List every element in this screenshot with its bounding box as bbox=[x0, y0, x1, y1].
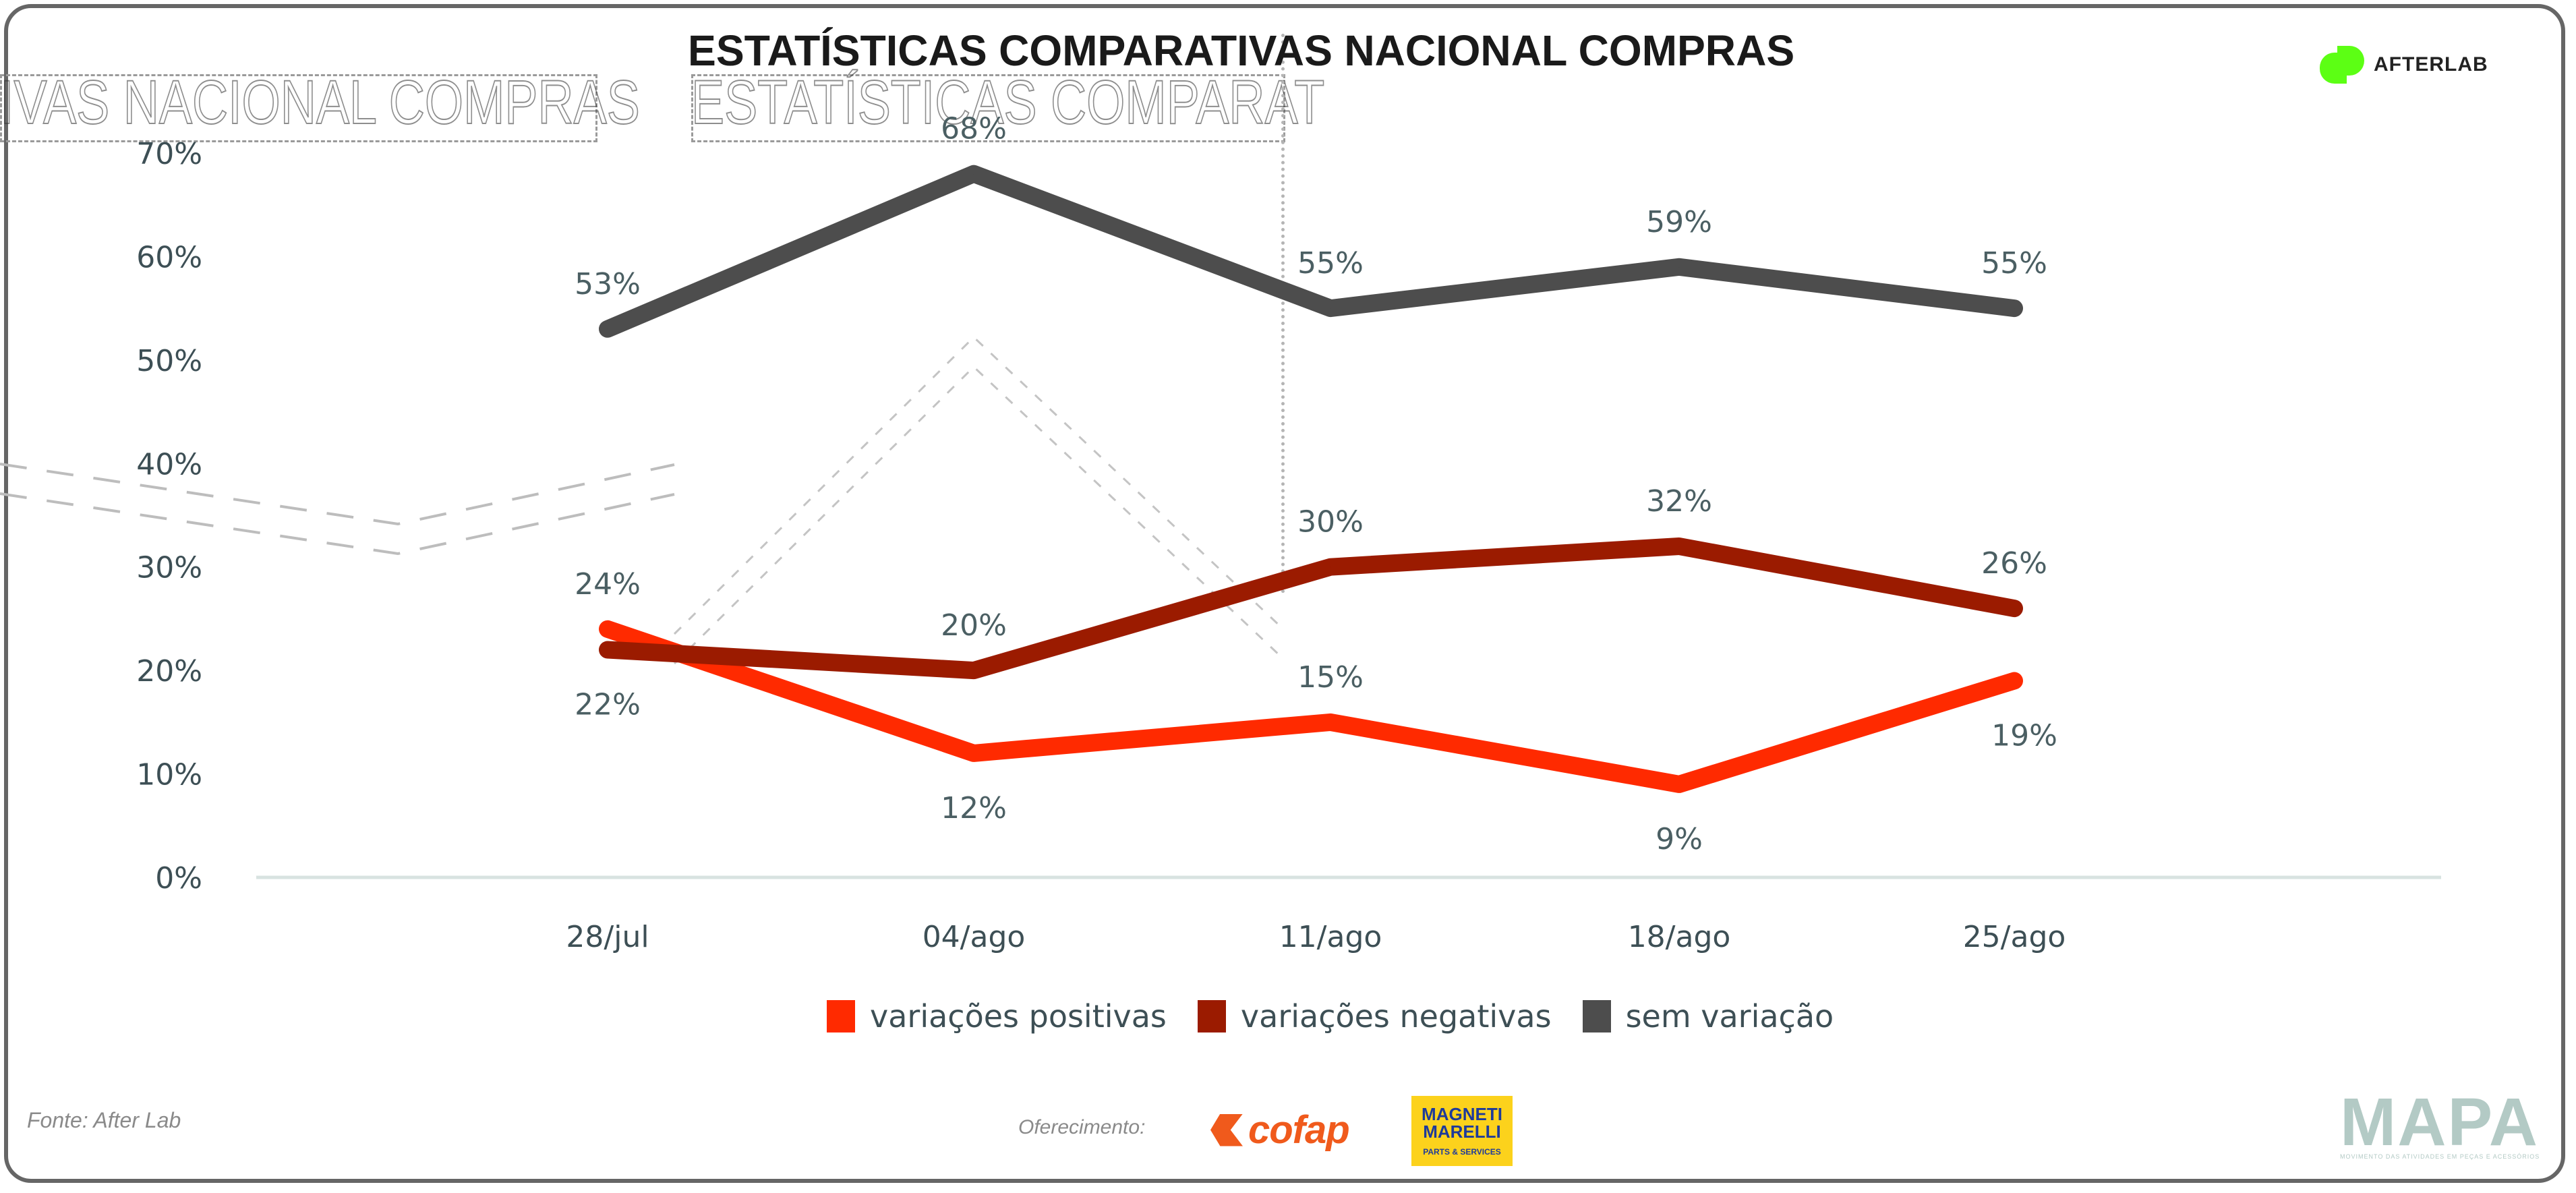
data-label: 32% bbox=[1646, 484, 1712, 519]
y-tick-label: 40% bbox=[136, 447, 202, 482]
chart-card bbox=[4, 4, 2565, 1183]
data-label: 20% bbox=[941, 608, 1007, 643]
sponsor-label: Oferecimento: bbox=[1018, 1116, 1146, 1138]
data-point bbox=[1330, 308, 1331, 310]
afterlab-logo: AFTERLAB bbox=[2320, 46, 2488, 84]
data-point bbox=[1678, 266, 1680, 268]
mapa-logo: MAPA MOVIMENTO DAS ATIVIDADES EM PEÇAS E… bbox=[2340, 1084, 2540, 1160]
marelli-line2: MARELLI bbox=[1423, 1122, 1501, 1142]
y-tick-label: 60% bbox=[136, 240, 202, 274]
mapa-logo-text: MAPA bbox=[2340, 1084, 2540, 1160]
legend-label-negative: variações negativas bbox=[1240, 998, 1552, 1035]
data-point bbox=[607, 628, 608, 630]
data-label: 12% bbox=[941, 791, 1007, 825]
ghost-dotted-line bbox=[1281, 34, 1285, 593]
data-label: 55% bbox=[1297, 246, 1364, 281]
x-tick-label: 25/ago bbox=[1963, 920, 2066, 954]
y-tick-label: 10% bbox=[136, 758, 202, 792]
afterlab-logo-text: AFTERLAB bbox=[2374, 53, 2488, 76]
ghost-chart-artifacts bbox=[0, 335, 1283, 665]
mapa-logo-subtitle: MOVIMENTO DAS ATIVIDADES EM PEÇAS E ACES… bbox=[2340, 1153, 2540, 1160]
data-point bbox=[973, 173, 974, 175]
y-tick-label: 0% bbox=[155, 861, 202, 896]
ghost-title-mid: ESTATÍSTICAS COMPARAT bbox=[691, 67, 1325, 138]
data-label: 59% bbox=[1646, 205, 1712, 239]
data-point bbox=[973, 752, 974, 754]
legend-label-neutral: sem variação bbox=[1625, 998, 1834, 1035]
ghost-title-left: IVAS NACIONAL COMPRAS bbox=[0, 67, 641, 138]
x-tick-label: 28/jul bbox=[566, 920, 649, 954]
y-tick-label: 30% bbox=[136, 551, 202, 585]
cofap-logo-text: cofap bbox=[1248, 1108, 1350, 1152]
data-point bbox=[1678, 546, 1680, 548]
data-label: 24% bbox=[575, 567, 641, 602]
data-label: 53% bbox=[575, 267, 641, 301]
y-axis: 0% 10% 20% 30% 40% 50% 60% 70% bbox=[136, 137, 202, 896]
x-tick-label: 18/ago bbox=[1628, 920, 1731, 954]
data-label: 68% bbox=[941, 112, 1007, 146]
y-tick-label: 20% bbox=[136, 654, 202, 689]
legend-label-positive: variações positivas bbox=[870, 998, 1167, 1035]
data-point bbox=[607, 649, 608, 651]
series-lines bbox=[599, 165, 2023, 793]
data-point bbox=[2014, 680, 2015, 682]
legend-item-positive[interactable]: variações positivas bbox=[827, 998, 1167, 1035]
marelli-sub: PARTS & SERVICES bbox=[1423, 1147, 1501, 1157]
magneti-marelli-logo: MAGNETI MARELLI PARTS & SERVICES bbox=[1411, 1096, 1513, 1166]
y-tick-label: 70% bbox=[136, 137, 202, 171]
data-label: 30% bbox=[1297, 505, 1364, 540]
series-line-0 bbox=[599, 620, 2023, 793]
x-axis: 28/jul 04/ago 11/ago 18/ago 25/ago bbox=[566, 920, 2066, 954]
x-tick-label: 04/ago bbox=[923, 920, 1026, 954]
ghost-line bbox=[673, 335, 1283, 635]
data-point bbox=[2014, 308, 2015, 310]
ghost-line bbox=[0, 492, 675, 556]
data-label: 15% bbox=[1297, 660, 1364, 695]
legend-item-negative[interactable]: variações negativas bbox=[1197, 998, 1552, 1035]
data-label: 19% bbox=[1991, 718, 2057, 753]
x-tick-label: 11/ago bbox=[1279, 920, 1382, 954]
data-point bbox=[973, 670, 974, 672]
series-line-1 bbox=[599, 537, 2023, 680]
cofap-logo-mark-icon bbox=[1210, 1113, 1243, 1146]
legend: variações positivas variações negativas … bbox=[827, 998, 1865, 1035]
legend-swatch-positive bbox=[827, 1000, 855, 1032]
source-note: Fonte: After Lab bbox=[27, 1108, 181, 1132]
data-point bbox=[2014, 608, 2015, 610]
chart-title: ESTATÍSTICAS COMPARATIVAS NACIONAL COMPR… bbox=[688, 26, 1795, 75]
data-label: 22% bbox=[575, 687, 641, 722]
cofap-logo: cofap bbox=[1210, 1107, 1350, 1153]
data-label: 55% bbox=[1981, 246, 2047, 281]
data-point bbox=[1678, 783, 1680, 785]
data-point bbox=[1330, 721, 1331, 723]
data-point bbox=[1330, 566, 1331, 568]
y-tick-label: 50% bbox=[136, 344, 202, 378]
data-label: 26% bbox=[1981, 546, 2047, 581]
legend-swatch-negative bbox=[1197, 1000, 1226, 1032]
legend-item-neutral[interactable]: sem variação bbox=[1582, 998, 1834, 1035]
data-point bbox=[607, 328, 608, 330]
data-label: 9% bbox=[1656, 822, 1703, 856]
afterlab-logo-mark-icon bbox=[2320, 46, 2364, 84]
data-labels: 24% 12% 15% 9% 19% 22% 20% 30% 32% 26% 53% 68% 55% 59… bbox=[575, 112, 2057, 856]
ghost-line bbox=[0, 463, 675, 526]
marelli-line1: MAGNETI bbox=[1422, 1104, 1502, 1124]
legend-swatch-neutral bbox=[1582, 1000, 1611, 1032]
